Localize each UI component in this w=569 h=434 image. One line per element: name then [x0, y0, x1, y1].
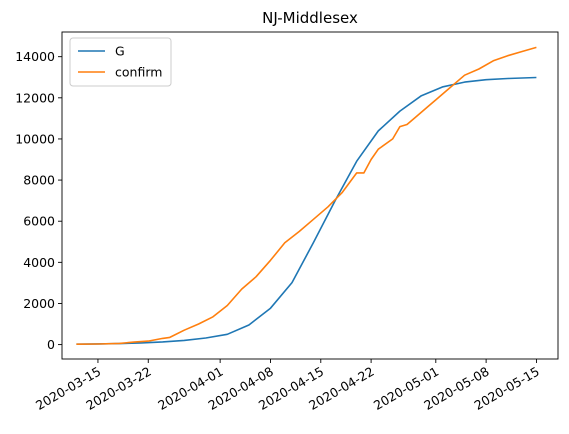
- chart-title: NJ-Middlesex: [262, 9, 358, 27]
- y-tick-label: 2000: [23, 296, 55, 311]
- y-tick-label: 12000: [15, 90, 55, 105]
- y-tick-label: 8000: [23, 173, 55, 188]
- series-line-G: [76, 76, 537, 345]
- series-line-confirm: [76, 46, 537, 345]
- legend-label-confirm: confirm: [115, 65, 162, 80]
- y-tick-label: 14000: [15, 49, 55, 64]
- y-tick-label: 0: [47, 337, 55, 352]
- axes: 020004000600080001000012000140002020-03-…: [15, 31, 559, 413]
- y-tick-label: 10000: [15, 131, 55, 146]
- legend-box: [69, 37, 172, 87]
- y-tick-label: 4000: [23, 255, 55, 270]
- plot-frame: [61, 31, 559, 360]
- legend-label-G: G: [115, 44, 125, 59]
- y-tick-label: 6000: [23, 214, 55, 229]
- plot-area: [76, 46, 537, 345]
